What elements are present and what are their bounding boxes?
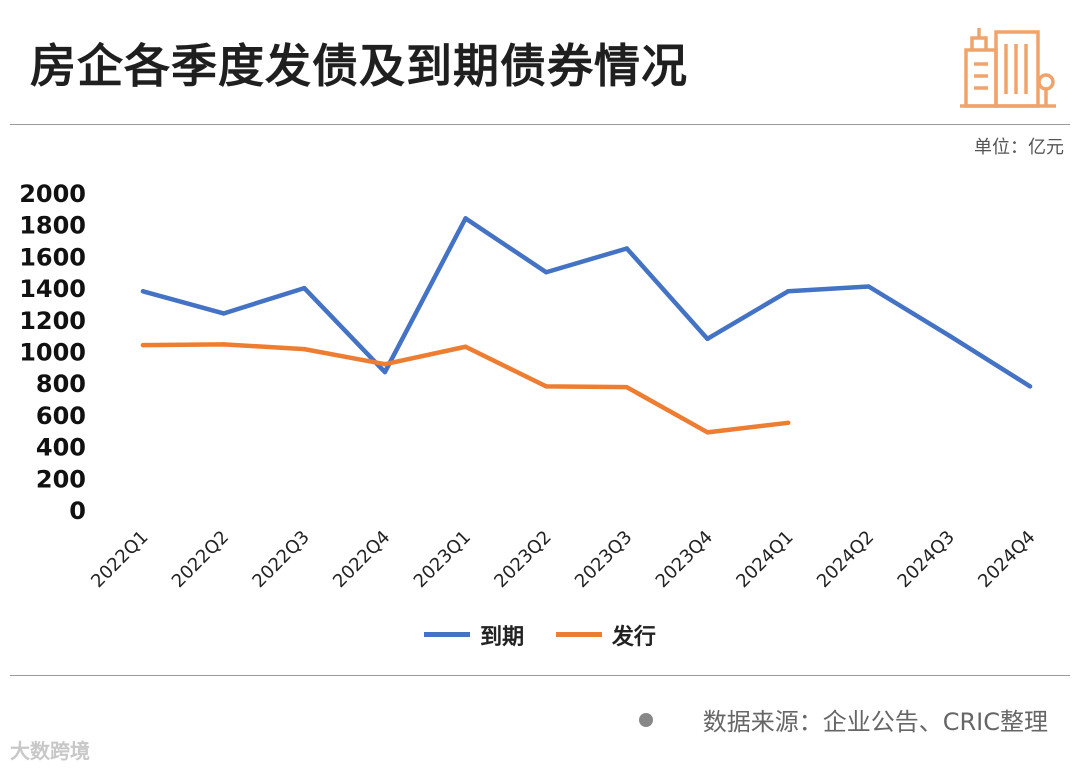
header-divider xyxy=(10,124,1070,125)
data-point-maturity xyxy=(221,311,226,316)
x-tick-label: 2022Q3 xyxy=(248,527,313,592)
data-point-maturity xyxy=(785,289,791,294)
data-point-maturity xyxy=(866,284,871,289)
x-tick-label: 2022Q2 xyxy=(168,527,233,592)
x-tick-label: 2024Q3 xyxy=(894,527,959,592)
source-text: 数据来源：企业公告、CRIC整理 xyxy=(702,708,1048,736)
series-line-maturity xyxy=(140,216,1033,389)
bullet-icon xyxy=(638,712,653,727)
legend-label-maturity: 到期 xyxy=(480,624,525,650)
data-point-maturity xyxy=(382,369,388,375)
series-line-issuance xyxy=(140,342,791,435)
x-tick-label: 2023Q3 xyxy=(571,527,636,592)
y-tick-label: 1000 xyxy=(19,339,86,367)
data-point-maturity xyxy=(543,270,549,275)
y-tick-label: 400 xyxy=(36,434,86,462)
x-tick-label: 2024Q2 xyxy=(813,527,878,592)
y-tick-label: 1800 xyxy=(19,212,86,240)
page-title: 房企各季度发债及到期债券情况 xyxy=(30,39,688,93)
data-point-maturity xyxy=(1027,384,1033,389)
x-tick-label: 2022Q1 xyxy=(87,527,152,592)
data-point-issuance xyxy=(543,384,549,389)
legend-item-issuance: 发行 xyxy=(555,619,656,651)
data-point-issuance xyxy=(785,420,791,426)
data-point-issuance xyxy=(302,346,307,352)
unit-label: 单位：亿元 xyxy=(974,137,1064,158)
legend-item-maturity: 到期 xyxy=(424,619,524,651)
footer-divider xyxy=(10,675,1070,676)
watermark-logo: 大数跨境 xyxy=(10,739,90,763)
legend-swatch-issuance xyxy=(555,632,602,637)
y-tick-label: 0 xyxy=(69,497,86,525)
data-point-issuance xyxy=(382,361,388,367)
y-tick-label: 800 xyxy=(36,370,86,398)
x-tick-label: 2023Q4 xyxy=(652,527,717,592)
chart-legend: 到期 发行 xyxy=(0,618,1080,651)
x-tick-label: 2024Q4 xyxy=(974,527,1039,592)
y-tick-label: 1400 xyxy=(19,275,86,303)
data-point-issuance xyxy=(624,384,630,390)
y-tick-label: 600 xyxy=(36,402,86,430)
y-tick-label: 1200 xyxy=(19,307,86,335)
data-source: 数据来源：企业公告、CRIC整理 xyxy=(638,702,1048,737)
x-tick-label: 2023Q1 xyxy=(410,527,475,592)
data-point-issuance xyxy=(705,430,710,435)
data-point-maturity xyxy=(302,285,307,291)
y-tick-label: 1600 xyxy=(19,243,86,271)
legend-label-issuance: 发行 xyxy=(611,624,656,650)
data-point-issuance xyxy=(140,342,146,348)
data-point-maturity xyxy=(624,246,630,251)
data-point-issuance xyxy=(221,342,226,347)
data-point-maturity xyxy=(140,289,146,294)
x-axis-ticks: 2022Q1 2022Q2 2022Q3 2022Q4 2023Q1 2023Q2 2023… xyxy=(87,527,1039,592)
building-logo-icon xyxy=(960,28,1056,108)
legend-swatch-maturity xyxy=(424,632,471,637)
data-point-issuance xyxy=(463,344,468,349)
data-point-maturity xyxy=(947,333,952,338)
y-tick-label: 2000 xyxy=(19,180,86,208)
data-point-maturity xyxy=(705,336,710,342)
x-tick-label: 2024Q1 xyxy=(732,527,797,592)
series-lines xyxy=(140,216,1033,435)
data-point-maturity xyxy=(463,216,468,221)
y-tick-label: 200 xyxy=(36,465,86,493)
x-tick-label: 2023Q2 xyxy=(490,527,555,592)
x-tick-label: 2022Q4 xyxy=(329,527,394,592)
